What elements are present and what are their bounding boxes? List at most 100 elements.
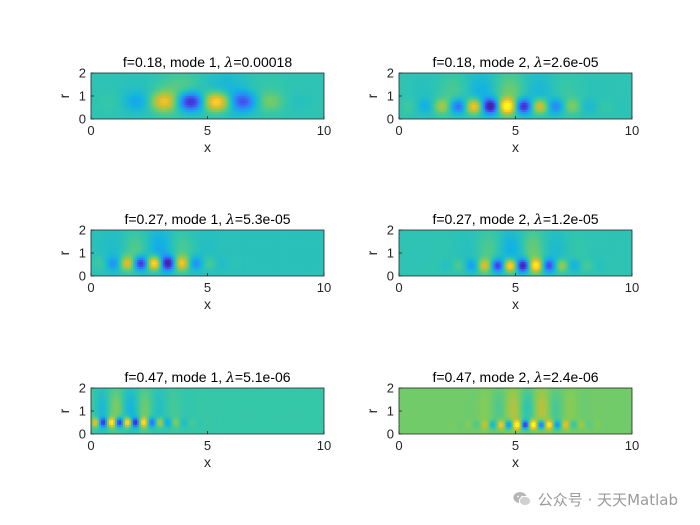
heatmap-cell — [145, 84, 148, 88]
heatmap-cell — [473, 100, 476, 104]
heatmap-cell — [203, 93, 207, 97]
heatmap-cell — [535, 82, 539, 86]
heatmap-cell — [113, 236, 116, 240]
heatmap-cell — [279, 105, 283, 109]
heatmap-cell — [187, 91, 191, 95]
heatmap-cell — [229, 84, 233, 88]
heatmap-cell — [99, 91, 102, 95]
heatmap-cell — [437, 91, 440, 95]
heatmap-cell — [619, 93, 623, 97]
heatmap-cell — [221, 98, 225, 102]
heatmap-cell — [177, 112, 180, 115]
heatmap-cell — [479, 107, 482, 111]
heatmap-cell — [589, 82, 593, 86]
heatmap-cell — [295, 98, 299, 102]
heatmap-cell — [625, 96, 629, 99]
heatmap-cell — [101, 82, 104, 86]
heatmap-cell — [521, 89, 525, 92]
heatmap-cell — [529, 89, 533, 92]
heatmap-cell — [421, 82, 424, 86]
heatmap-cell — [625, 86, 629, 90]
heatmap-cell — [467, 107, 470, 111]
heatmap-cell — [559, 86, 563, 90]
heatmap-cell — [145, 116, 148, 119]
heatmap-cell — [529, 86, 533, 90]
heatmap-cell — [571, 75, 575, 79]
heatmap-cell — [95, 262, 98, 266]
heatmap-cell — [121, 105, 124, 109]
heatmap-cell — [521, 79, 525, 83]
heatmap-cell — [213, 73, 217, 76]
heatmap-cell — [265, 86, 269, 90]
heatmap-cell — [97, 107, 100, 111]
heatmap-cell — [199, 93, 203, 97]
heatmap-cell — [441, 100, 444, 104]
heatmap-cell — [297, 102, 301, 106]
heatmap-cell — [281, 91, 285, 95]
heatmap-cell — [489, 107, 492, 111]
heatmap-cell — [541, 100, 545, 104]
heatmap-cell — [621, 77, 625, 81]
heatmap-cell — [515, 100, 519, 104]
heatmap-cell — [467, 77, 470, 81]
heatmap-cell — [445, 91, 448, 95]
heatmap-cell — [97, 91, 100, 95]
heatmap-cell — [497, 73, 501, 76]
heatmap-cell — [187, 109, 191, 113]
heatmap-cell — [487, 100, 490, 104]
heatmap-cell — [497, 82, 501, 86]
heatmap-cell — [201, 114, 205, 118]
heatmap-cell — [599, 109, 603, 113]
heatmap-cell — [223, 86, 227, 90]
heatmap-cell — [161, 75, 164, 79]
heatmap-cell — [489, 96, 492, 99]
heatmap-cell — [583, 102, 587, 106]
heatmap-cell — [185, 98, 189, 102]
heatmap-cell — [521, 116, 525, 119]
heatmap-cell — [625, 93, 629, 97]
heatmap-cell — [403, 107, 406, 111]
heatmap-cell — [431, 98, 434, 102]
heatmap-cell — [609, 107, 613, 111]
heatmap-cell — [263, 86, 267, 90]
heatmap-cell — [537, 114, 541, 118]
heatmap-cell — [107, 73, 110, 76]
heatmap-cell — [581, 82, 585, 86]
heatmap-cell — [559, 105, 563, 109]
heatmap-cell — [115, 116, 118, 119]
heatmap-cell — [451, 100, 454, 104]
heatmap-cell — [549, 102, 553, 106]
heatmap-cell — [445, 75, 448, 79]
heatmap-cell — [597, 112, 601, 115]
heatmap-cell — [151, 96, 154, 99]
heatmap-cell — [159, 73, 162, 76]
heatmap-cell — [409, 114, 412, 118]
heatmap-cell — [575, 107, 579, 111]
heatmap-cell — [507, 100, 511, 104]
heatmap-cell — [285, 112, 289, 115]
heatmap-cell — [291, 96, 295, 99]
heatmap-cell — [575, 105, 579, 109]
heatmap-cell — [481, 75, 484, 79]
heatmap-cell — [137, 107, 140, 111]
heatmap-cell — [577, 109, 581, 113]
heatmap-cell — [153, 91, 156, 95]
heatmap-cell — [543, 79, 547, 83]
heatmap-cell — [505, 100, 509, 104]
heatmap-cell — [469, 105, 472, 109]
heatmap-cell — [307, 116, 311, 119]
heatmap-cell — [279, 82, 283, 86]
heatmap-cell — [553, 98, 557, 102]
heatmap-cell — [117, 262, 120, 266]
heatmap-cell — [447, 82, 450, 86]
heatmap-cell — [197, 82, 201, 86]
heatmap-cell — [213, 114, 217, 118]
heatmap-cell — [173, 84, 176, 88]
heatmap-cell — [507, 114, 511, 118]
heatmap-cell — [553, 109, 557, 113]
heatmap-cell — [565, 93, 569, 97]
heatmap-cell — [605, 105, 609, 109]
heatmap-cell — [97, 230, 100, 233]
heatmap-cell — [485, 75, 488, 79]
heatmap-cell — [523, 77, 527, 81]
